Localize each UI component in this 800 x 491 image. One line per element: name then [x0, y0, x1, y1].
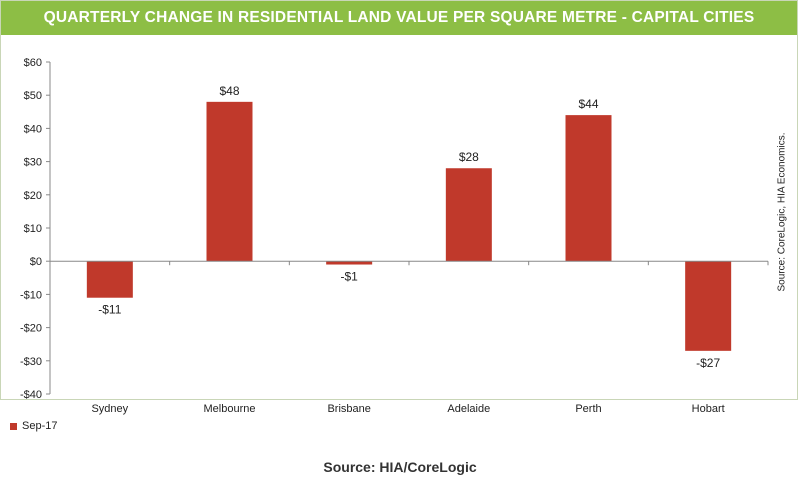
data-label-brisbane: -$1 — [340, 270, 358, 284]
category-label-perth: Perth — [575, 403, 601, 415]
data-label-melbourne: $48 — [219, 84, 239, 98]
y-tick-label: -$20 — [20, 323, 42, 335]
bar-sydney — [86, 261, 133, 298]
bar-adelaide — [445, 168, 492, 262]
x-axis: Sydney Melbourne Brisbane Adelaide Perth Hoba… — [49, 260, 769, 415]
footer-source: Source: HIA/CoreLogic — [323, 459, 477, 475]
y-tick-label: $30 — [24, 157, 42, 169]
bar-melbourne — [206, 101, 253, 262]
data-label-perth: $44 — [578, 97, 598, 111]
bar-brisbane — [326, 261, 373, 265]
y-tick-label: $50 — [24, 90, 42, 102]
legend-label: Sep-17 — [22, 420, 58, 432]
y-tick-label: $40 — [24, 123, 42, 135]
category-label-melbourne: Melbourne — [204, 403, 256, 415]
category-label-brisbane: Brisbane — [327, 403, 370, 415]
bar-hobart — [685, 261, 732, 351]
side-source-note: Source: CoreLogic, HIA Economics. — [776, 132, 788, 292]
data-label-sydney: -$11 — [98, 303, 121, 317]
y-axis: $60 $50 $40 $30 $20 $10 $0 -$10 -$20 -$30 -$40 — [20, 57, 51, 401]
chart-title: QUARTERLY CHANGE IN RESIDENTIAL LAND VAL… — [1, 1, 797, 35]
y-tick-label: $20 — [24, 190, 42, 202]
category-label-adelaide: Adelaide — [447, 403, 490, 415]
data-label-hobart: -$27 — [696, 356, 720, 370]
data-labels-group: -$11 $48 -$1 $28 $44 -$27 — [98, 84, 720, 370]
legend: Sep-17 — [10, 420, 57, 432]
y-tick-label: -$10 — [20, 289, 42, 301]
bar-perth — [565, 115, 612, 262]
y-tick-label: $10 — [24, 223, 42, 235]
legend-swatch — [10, 422, 17, 430]
data-label-adelaide: $28 — [459, 150, 479, 164]
bars-group — [86, 101, 732, 351]
y-tick-label: -$40 — [20, 389, 42, 401]
y-tick-label: $60 — [24, 57, 42, 69]
y-tick-label: -$30 — [20, 356, 42, 368]
chart-frame — [0, 0, 798, 400]
y-tick-label: $0 — [30, 256, 42, 268]
category-label-hobart: Hobart — [692, 403, 725, 415]
category-label-sydney: Sydney — [91, 403, 128, 415]
